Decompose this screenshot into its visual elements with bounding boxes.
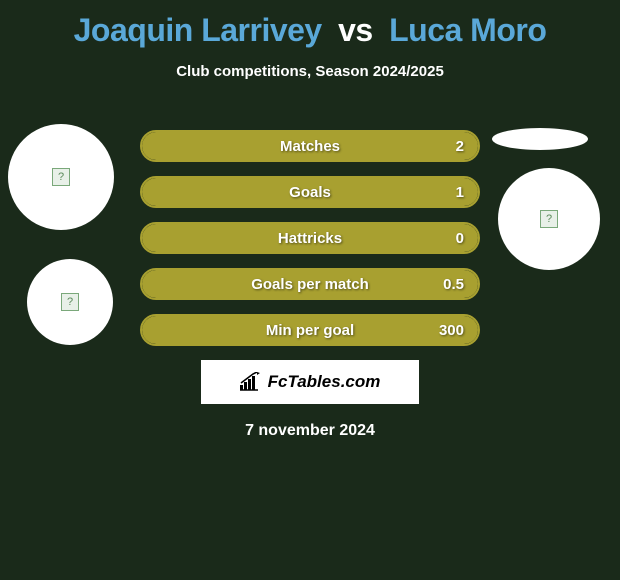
- stat-label: Hattricks: [278, 230, 342, 247]
- player-avatar-1: ?: [8, 124, 114, 230]
- image-placeholder-icon: ?: [52, 168, 70, 186]
- image-placeholder-icon: ?: [61, 293, 79, 311]
- stat-label: Goals: [289, 184, 331, 201]
- stats-section: Matches 2 Goals 1 Hattricks 0 Goals per match 0…: [140, 130, 480, 346]
- stat-row: Goals 1: [140, 176, 480, 208]
- stat-label: Goals per match: [251, 276, 369, 293]
- comparison-title: Joaquin Larrivey vs Luca Moro: [0, 0, 620, 49]
- player-avatar-3: ?: [498, 168, 600, 270]
- player2-name: Luca Moro: [389, 12, 546, 48]
- player1-name: Joaquin Larrivey: [74, 12, 322, 48]
- date-line: 7 november 2024: [0, 422, 620, 440]
- chart-icon: [240, 372, 262, 392]
- stat-row: Min per goal 300: [140, 314, 480, 346]
- decorative-ellipse: [492, 128, 588, 150]
- image-placeholder-icon: ?: [540, 210, 558, 228]
- subtitle: Club competitions, Season 2024/2025: [0, 63, 620, 80]
- stat-label: Matches: [280, 138, 340, 155]
- stat-value: 0: [456, 230, 464, 247]
- stat-row: Hattricks 0: [140, 222, 480, 254]
- branding-box: FcTables.com: [201, 360, 419, 404]
- stat-value: 0.5: [443, 276, 464, 293]
- brand-text: FcTables.com: [268, 372, 381, 392]
- vs-separator: vs: [338, 12, 373, 48]
- stat-value: 2: [456, 138, 464, 155]
- player-avatar-2: ?: [27, 259, 113, 345]
- stat-label: Min per goal: [266, 322, 354, 339]
- stat-row: Goals per match 0.5: [140, 268, 480, 300]
- stat-value: 300: [439, 322, 464, 339]
- stat-row: Matches 2: [140, 130, 480, 162]
- stat-value: 1: [456, 184, 464, 201]
